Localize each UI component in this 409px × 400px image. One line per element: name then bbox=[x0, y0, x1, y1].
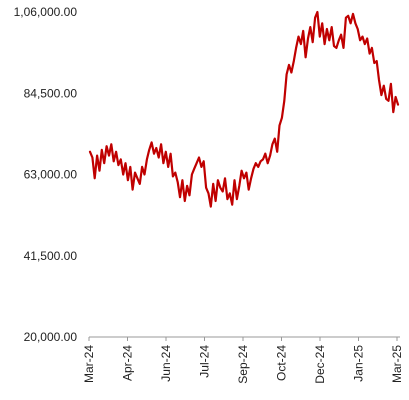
x-axis-tick-marks bbox=[88, 337, 398, 341]
y-tick-label: 41,500.00 bbox=[24, 249, 78, 263]
x-tick-label: Dec-24 bbox=[313, 345, 327, 384]
series-layer bbox=[88, 10, 400, 208]
x-tick-label: Jul-24 bbox=[198, 345, 212, 378]
y-tick-label: 1,06,000.00 bbox=[14, 5, 78, 19]
x-tick-label: Sep-24 bbox=[236, 345, 250, 384]
x-tick-label: Jan-25 bbox=[352, 345, 366, 382]
y-tick-label: 84,500.00 bbox=[24, 86, 78, 100]
y-tick-label: 20,000.00 bbox=[24, 330, 78, 344]
x-axis-tick-labels: Mar-24 Apr-24 Jun-24 Jul-24 Sep-24 Oct-24 Dec-… bbox=[82, 345, 404, 384]
x-tick-label: Oct-24 bbox=[275, 345, 289, 381]
series-line bbox=[88, 10, 400, 208]
x-tick-label: Apr-24 bbox=[121, 345, 135, 381]
x-tick-label: Mar-24 bbox=[82, 345, 96, 383]
x-tick-label: Jun-24 bbox=[159, 345, 173, 382]
x-tick-label: Mar-25 bbox=[390, 345, 404, 383]
y-tick-label: 63,000.00 bbox=[24, 168, 78, 182]
y-axis-tick-labels: 20,000.00 41,500.00 63,000.00 84,500.00 1,06… bbox=[14, 5, 78, 344]
